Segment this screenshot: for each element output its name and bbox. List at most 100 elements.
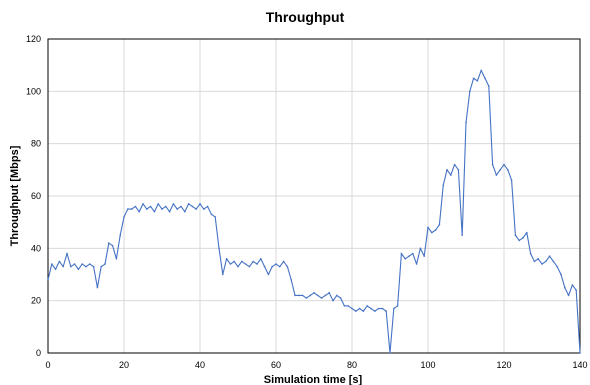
data-point [419,247,422,250]
data-point [54,268,57,271]
data-point [313,291,315,294]
data-point [96,286,99,289]
data-point [525,231,528,234]
data-point [47,278,49,281]
data-point [575,289,578,292]
data-point [537,257,540,260]
data-point [415,263,418,265]
data-point [579,352,581,354]
data-point [142,202,144,205]
data-point [408,255,410,258]
data-point [275,263,277,265]
series-group [47,69,581,354]
x-tick-label: 20 [119,360,129,370]
data-point [476,79,479,82]
data-point [491,163,494,166]
data-point [69,265,72,268]
data-point [100,265,103,268]
data-point [164,205,167,208]
data-point [180,205,182,208]
data-point [233,260,236,263]
data-point [256,263,258,265]
data-point [81,263,84,265]
data-point [271,265,274,268]
data-point [457,168,460,171]
data-point [126,208,129,210]
data-point [487,85,490,87]
data-point [373,310,376,313]
data-point [172,202,175,205]
data-point [145,208,148,210]
data-point [244,263,247,265]
data-point [541,263,543,265]
data-point [366,305,369,307]
data-point [202,208,205,210]
data-point [370,307,372,310]
y-tick-label: 0 [36,348,41,358]
x-tick-label: 100 [420,360,435,370]
x-tick-label: 120 [496,360,511,370]
data-point [107,242,110,245]
data-point [358,307,361,310]
y-tick-label: 100 [26,86,41,96]
data-point [552,260,555,263]
data-point [449,174,452,176]
data-point [297,294,300,297]
data-point [259,257,262,260]
data-point [495,174,498,176]
x-tick-label: 140 [572,360,587,370]
data-point [168,210,171,213]
data-point [73,263,76,265]
data-point [385,310,388,313]
data-point [446,168,448,171]
data-point [506,168,509,171]
data-point [115,257,118,260]
data-point [282,260,285,263]
data-point [438,223,441,226]
data-point [484,77,486,80]
data-point [533,260,536,263]
data-point [134,205,137,208]
data-point [206,205,209,208]
data-point [214,216,217,218]
data-point [50,263,53,265]
data-point [335,294,338,297]
data-point [138,210,141,213]
axes [47,38,581,354]
data-point [556,265,559,268]
data-point [423,255,426,258]
data-point [77,268,80,271]
data-point [354,310,357,313]
data-point [320,297,323,299]
data-point [461,234,464,237]
data-point [343,305,346,307]
data-point [58,260,61,263]
data-point [427,226,429,229]
data-point [389,352,391,354]
data-point [290,278,293,281]
chart-title: Throughput [266,9,345,25]
data-point [362,310,365,313]
data-point [328,291,331,294]
data-point [210,213,213,216]
data-point [123,216,125,218]
data-point [465,121,467,124]
y-tick-label: 120 [26,34,41,44]
data-point [104,263,106,265]
data-point [548,255,551,258]
data-point [377,307,380,310]
data-point [240,260,243,263]
x-tick-label: 0 [45,360,50,370]
data-point [195,208,198,210]
data-point [316,294,319,297]
x-tick-label: 40 [195,360,205,370]
plot-border [47,38,581,354]
y-tick-label: 80 [31,139,41,149]
data-point [218,247,220,250]
data-point [503,163,505,166]
data-point [183,210,186,213]
data-point [347,305,350,307]
y-tick-label: 40 [31,243,41,253]
